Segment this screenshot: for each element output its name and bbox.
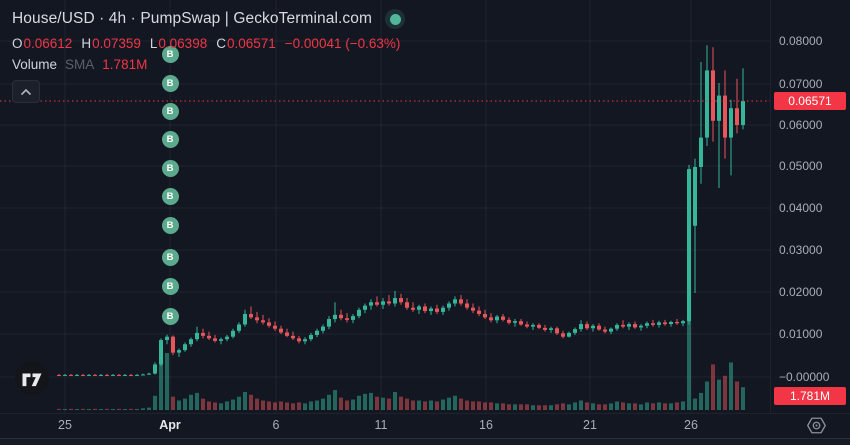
high-value: 0.07359 [92, 36, 141, 51]
buy-marker-badge[interactable]: B [161, 187, 179, 205]
chevron-up-icon [20, 88, 32, 95]
open-value: 0.06612 [23, 36, 73, 51]
time-tick-label: Apr [159, 418, 181, 432]
price-tick-label: 0.01000 [779, 327, 823, 341]
high-label: H [81, 36, 92, 51]
time-tick-label: 25 [58, 418, 72, 432]
low-value: 0.06398 [158, 36, 208, 51]
buy-marker-badge[interactable]: B [161, 216, 179, 234]
close-value: 0.06571 [226, 36, 276, 51]
volume-sma-value: 1.781M [102, 57, 148, 72]
low-label: L [149, 36, 158, 51]
collapse-legend-button[interactable] [12, 80, 40, 103]
axis-settings-button[interactable] [804, 414, 828, 437]
ohlc-row: O 0.06612 H 0.07359 L 0.06398 C 0.06571 −0.0… [12, 36, 405, 51]
open-label: O [12, 36, 23, 51]
price-axis[interactable]: 0.06571 1.781M 0.08000 0.07000 0.06000 0.05… [771, 0, 850, 413]
live-status-dot-icon [385, 9, 405, 29]
bottom-toolbar-edge [0, 438, 850, 445]
time-tick-label: 16 [479, 418, 493, 432]
buy-marker-badge[interactable]: B [161, 307, 179, 325]
buy-marker-badge[interactable]: B [161, 130, 179, 148]
price-tick-label: −0.00000 [779, 370, 830, 384]
current-volume-label: 1.781M [774, 387, 846, 405]
price-tick-label: 0.08000 [779, 34, 823, 48]
time-tick-label: 26 [684, 418, 698, 432]
time-tick-label: 21 [583, 418, 597, 432]
price-tick-label: 0.06000 [779, 118, 823, 132]
buy-marker-badge[interactable]: B [161, 45, 179, 63]
time-tick-label: 11 [374, 418, 388, 432]
chart-symbol-title: House/USD · 4h · PumpSwap | GeckoTermina… [12, 10, 372, 27]
volume-indicator-row: Volume SMA 1.781M [12, 57, 405, 72]
price-tick-label: 0.07000 [779, 77, 823, 91]
volume-sma-label: SMA [65, 57, 95, 72]
time-axis[interactable]: 25 Apr 6 11 16 21 26 [0, 414, 770, 437]
buy-marker-badge[interactable]: B [161, 159, 179, 177]
buy-marker-badge[interactable]: B [161, 248, 179, 266]
price-tick-label: 0.04000 [779, 201, 823, 215]
buy-marker-badge[interactable]: B [161, 277, 179, 295]
time-axis-divider [0, 413, 850, 414]
price-tick-label: 0.05000 [779, 159, 823, 173]
buy-marker-badge[interactable]: B [161, 102, 179, 120]
price-tick-label: 0.03000 [779, 243, 823, 257]
gear-icon [806, 417, 826, 434]
time-tick-label: 6 [272, 418, 280, 432]
tradingview-logo[interactable] [14, 360, 50, 396]
close-label: C [216, 36, 226, 51]
price-tick-label: 0.02000 [779, 285, 823, 299]
current-price-label: 0.06571 [774, 92, 846, 110]
buy-marker-badge[interactable]: B [161, 74, 179, 92]
price-axis-divider [770, 0, 771, 413]
volume-label: Volume [12, 57, 58, 72]
chart-legend: House/USD · 4h · PumpSwap | GeckoTermina… [12, 9, 405, 72]
price-change: −0.00041 (−0.63%) [284, 36, 401, 51]
